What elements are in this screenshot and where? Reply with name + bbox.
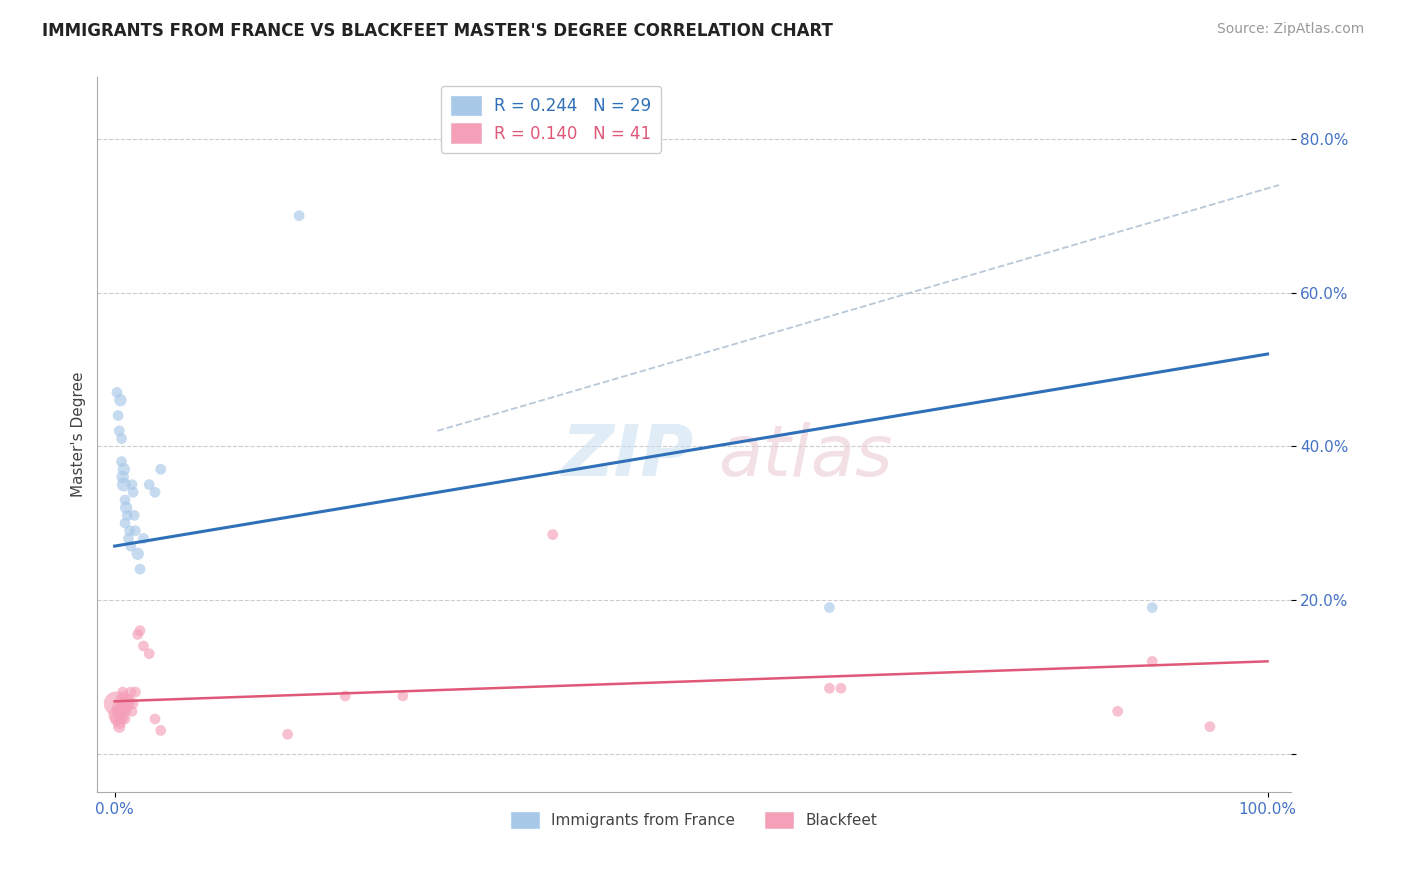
Point bbox=[107, 409, 129, 423]
Point bbox=[107, 700, 129, 714]
Point bbox=[105, 385, 128, 400]
Point bbox=[110, 692, 132, 706]
Point bbox=[124, 524, 146, 538]
Point bbox=[138, 647, 160, 661]
Point bbox=[110, 700, 132, 714]
Point bbox=[115, 692, 138, 706]
Point bbox=[1107, 704, 1129, 718]
Point bbox=[392, 689, 415, 703]
Point bbox=[1199, 720, 1222, 734]
Point bbox=[121, 704, 143, 718]
Point bbox=[129, 562, 152, 576]
Point bbox=[114, 712, 136, 726]
Point bbox=[114, 493, 136, 508]
Point bbox=[830, 681, 852, 696]
Point bbox=[117, 532, 139, 546]
Point bbox=[105, 708, 128, 723]
Point bbox=[112, 462, 135, 476]
Point bbox=[114, 700, 136, 714]
Point bbox=[112, 697, 135, 711]
Text: IMMIGRANTS FROM FRANCE VS BLACKFEET MASTER'S DEGREE CORRELATION CHART: IMMIGRANTS FROM FRANCE VS BLACKFEET MAST… bbox=[42, 22, 832, 40]
Point bbox=[138, 477, 160, 491]
Point bbox=[108, 424, 131, 438]
Text: atlas: atlas bbox=[718, 422, 893, 491]
Point bbox=[110, 708, 132, 723]
Point bbox=[110, 454, 132, 468]
Point bbox=[105, 712, 128, 726]
Point bbox=[132, 532, 155, 546]
Point bbox=[114, 516, 136, 530]
Point bbox=[335, 689, 357, 703]
Point bbox=[122, 508, 145, 523]
Point bbox=[541, 527, 564, 541]
Point bbox=[118, 524, 141, 538]
Point bbox=[117, 700, 139, 714]
Point bbox=[117, 508, 139, 523]
Legend: Immigrants from France, Blackfeet: Immigrants from France, Blackfeet bbox=[505, 806, 883, 834]
Point bbox=[115, 500, 138, 515]
Point bbox=[818, 681, 841, 696]
Point bbox=[132, 639, 155, 653]
Point bbox=[122, 697, 145, 711]
Point bbox=[122, 485, 145, 500]
Point bbox=[149, 723, 172, 738]
Point bbox=[149, 462, 172, 476]
Point bbox=[143, 712, 166, 726]
Point bbox=[112, 689, 135, 703]
Point bbox=[120, 685, 142, 699]
Point bbox=[1142, 654, 1164, 668]
Point bbox=[124, 685, 146, 699]
Point bbox=[112, 477, 135, 491]
Point bbox=[143, 485, 166, 500]
Point bbox=[115, 704, 138, 718]
Point bbox=[129, 624, 152, 638]
Point bbox=[118, 697, 141, 711]
Point bbox=[288, 209, 311, 223]
Point bbox=[818, 600, 841, 615]
Point bbox=[120, 539, 142, 553]
Point bbox=[111, 685, 134, 699]
Point bbox=[111, 704, 134, 718]
Text: ZIP: ZIP bbox=[562, 422, 695, 491]
Y-axis label: Master's Degree: Master's Degree bbox=[72, 372, 86, 498]
Point bbox=[127, 547, 149, 561]
Point bbox=[121, 477, 143, 491]
Point bbox=[108, 720, 131, 734]
Point bbox=[1142, 600, 1164, 615]
Point bbox=[107, 704, 129, 718]
Point bbox=[104, 697, 127, 711]
Point bbox=[111, 470, 134, 484]
Point bbox=[110, 712, 132, 726]
Text: Source: ZipAtlas.com: Source: ZipAtlas.com bbox=[1216, 22, 1364, 37]
Point bbox=[127, 627, 149, 641]
Point bbox=[117, 692, 139, 706]
Point bbox=[277, 727, 299, 741]
Point bbox=[110, 432, 132, 446]
Point bbox=[110, 393, 132, 408]
Point bbox=[108, 715, 131, 730]
